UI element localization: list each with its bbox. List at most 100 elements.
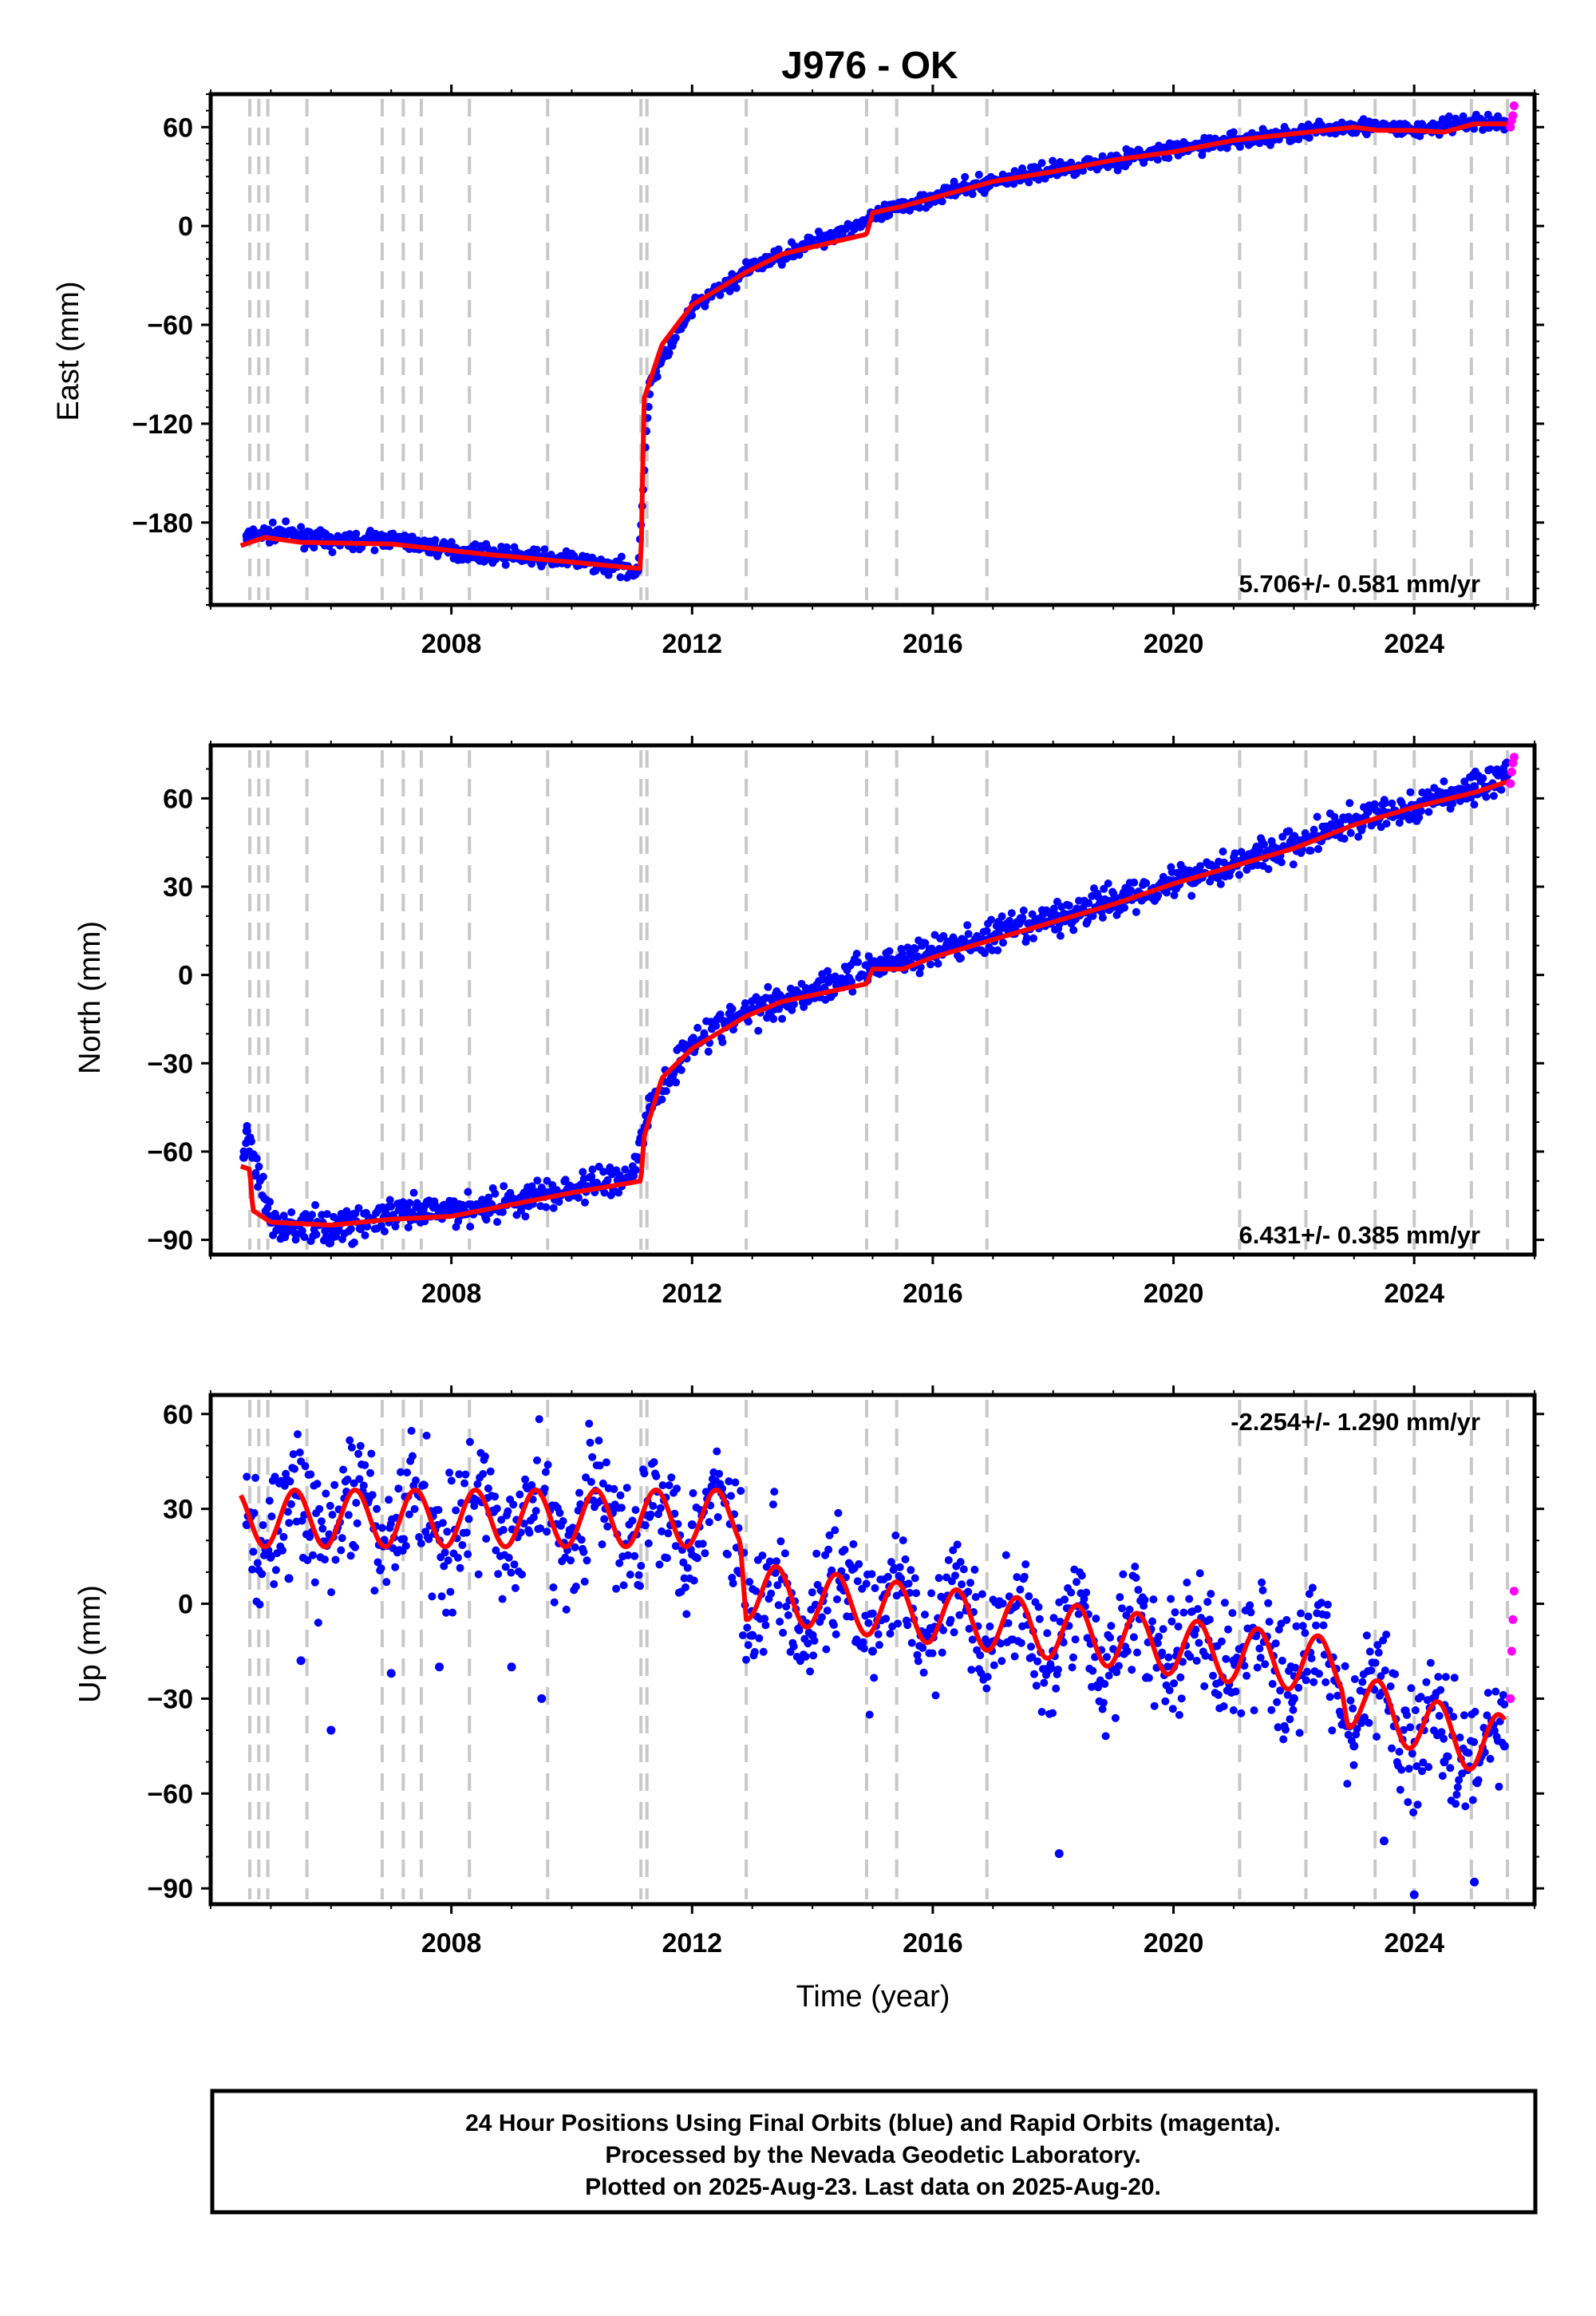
final-orbit-point (484, 1484, 492, 1492)
final-orbit-point (559, 1517, 567, 1525)
final-orbit-point (921, 1611, 929, 1619)
final-orbit-point (529, 1513, 538, 1522)
final-orbit-point (1264, 865, 1273, 873)
model-curve (239, 121, 1512, 571)
final-orbit-point (603, 1522, 612, 1531)
final-orbit-point (461, 1470, 470, 1479)
final-orbit-point (800, 1002, 808, 1011)
final-orbit-point (1460, 1711, 1468, 1720)
final-orbit-point (266, 1551, 275, 1561)
final-orbit-point (1382, 820, 1391, 828)
final-orbit-point (670, 1509, 679, 1518)
final-orbit-point (1495, 1782, 1503, 1791)
final-orbit-point (658, 1481, 667, 1490)
final-orbit-point (687, 1520, 697, 1529)
final-orbit-point (1219, 848, 1227, 856)
final-orbit-point (509, 1500, 518, 1509)
final-orbit-point (386, 1669, 396, 1678)
final-orbit-point (894, 1619, 902, 1628)
final-orbit-point (1153, 156, 1162, 164)
final-orbit-point (1159, 1625, 1167, 1634)
final-orbit-point (382, 1578, 391, 1587)
final-orbit-point (1237, 1709, 1246, 1717)
final-orbit-point (701, 1549, 709, 1558)
final-orbit-point (1482, 792, 1491, 801)
final-orbit-point (687, 1035, 697, 1045)
final-orbit-point (957, 954, 965, 962)
final-orbit-point (1073, 1578, 1080, 1587)
final-orbit-point (931, 1691, 940, 1700)
final-orbit-point (1027, 1642, 1035, 1651)
final-orbit-point (994, 946, 1002, 954)
final-orbit-point (1500, 1700, 1509, 1709)
final-orbit-point (455, 1470, 464, 1479)
final-orbit-point (914, 1657, 922, 1666)
final-orbit-point (999, 939, 1007, 947)
final-orbit-point (681, 1583, 689, 1591)
final-orbit-point (616, 1491, 625, 1500)
y-tick-label: 60 (163, 113, 193, 143)
final-orbit-point (492, 1504, 501, 1513)
final-orbit-point (323, 1210, 331, 1219)
rapid-orbit-points (1506, 1587, 1519, 1703)
final-orbit-point (1350, 1675, 1359, 1683)
final-orbit-point (998, 912, 1006, 921)
final-orbit-point (882, 1614, 891, 1623)
final-orbit-point (247, 1137, 255, 1146)
final-orbit-point (1114, 1662, 1123, 1670)
final-orbit-point (1167, 1595, 1175, 1603)
final-orbit-point (1413, 1800, 1422, 1809)
final-orbit-point (865, 1710, 874, 1719)
final-orbit-point (1165, 1686, 1174, 1694)
final-orbit-point (344, 1511, 353, 1520)
footer-line-1: 24 Hour Positions Using Final Orbits (bl… (465, 2110, 1281, 2136)
final-orbit-point (1065, 901, 1073, 910)
final-orbit-point (1132, 907, 1140, 916)
final-orbit-point (1386, 1682, 1395, 1690)
final-orbit-point (511, 1583, 519, 1592)
rate-label-east: 5.706+/- 0.581 mm/yr (1239, 570, 1480, 598)
final-orbit-point (1373, 1641, 1382, 1650)
final-orbit-point (1452, 1790, 1461, 1799)
final-orbit-point (1004, 1618, 1013, 1627)
final-orbit-point (1179, 1658, 1187, 1666)
final-orbit-point (447, 1476, 456, 1485)
final-orbit-point (326, 1725, 336, 1735)
final-orbit-point (289, 1450, 298, 1459)
final-orbit-point (581, 1198, 589, 1207)
final-orbit-point (658, 1095, 666, 1104)
final-orbit-point (1448, 799, 1457, 808)
final-orbit-point (829, 1621, 838, 1630)
final-orbit-point (494, 1570, 503, 1579)
final-orbit-point (403, 1468, 412, 1477)
final-orbit-point (422, 1431, 431, 1440)
final-orbit-point (286, 1500, 295, 1508)
final-orbit-point (870, 1674, 879, 1682)
y-tick-label: 60 (163, 784, 193, 814)
final-orbit-point (555, 1197, 563, 1206)
final-orbit-point (1441, 1673, 1450, 1682)
final-orbit-point (1071, 1635, 1080, 1644)
final-orbit-point (527, 1480, 536, 1489)
final-orbit-point (780, 1549, 789, 1558)
final-orbit-point (1470, 800, 1479, 809)
final-orbit-point (1267, 1705, 1276, 1714)
final-orbit-point (1361, 1713, 1369, 1721)
final-orbit-point (918, 1643, 927, 1652)
final-orbit-point (1289, 860, 1298, 869)
final-orbit-point (982, 1684, 991, 1693)
final-orbit-point (1358, 1678, 1367, 1686)
final-orbit-point (667, 1473, 676, 1482)
final-orbit-point (1170, 891, 1179, 899)
final-orbit-point (1416, 807, 1425, 816)
final-orbit-point (1019, 906, 1028, 915)
final-orbit-point (287, 1208, 296, 1216)
final-orbit-point (447, 1206, 456, 1215)
final-orbit-point (616, 573, 625, 582)
final-orbit-point (809, 1651, 818, 1660)
final-orbit-point (1077, 1571, 1086, 1580)
final-orbit-point (782, 1603, 791, 1611)
final-orbit-point (1033, 1657, 1042, 1666)
final-orbit-point (310, 1578, 319, 1587)
final-orbit-point (1310, 1678, 1318, 1686)
